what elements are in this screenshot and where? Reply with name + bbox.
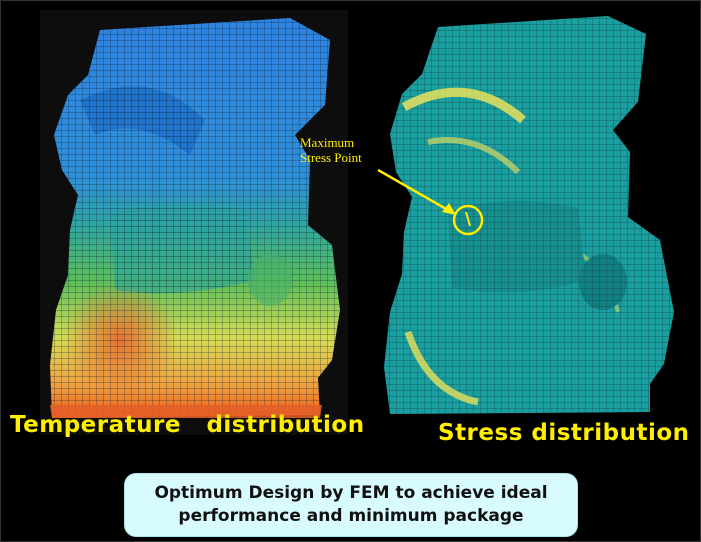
- stress-model-image: [368, 12, 686, 422]
- summary-text: Optimum Design by FEM to achieve ideal p…: [154, 483, 548, 526]
- callout-line-1: Maximum: [300, 135, 355, 150]
- temperature-model-illustration: [50, 18, 340, 418]
- stress-caption: Stress distribution: [438, 420, 690, 446]
- temperature-model-image: [40, 10, 348, 435]
- callout-line-2: Stress Point: [300, 150, 362, 165]
- temperature-caption: Temperature distribution: [10, 412, 365, 438]
- summary-box: Optimum Design by FEM to achieve ideal p…: [124, 473, 578, 537]
- stress-yellow-arch: [401, 87, 526, 124]
- max-stress-marker: [452, 204, 484, 236]
- max-stress-label: Maximum Stress Point: [300, 135, 362, 165]
- stress-model-illustration: [384, 16, 674, 414]
